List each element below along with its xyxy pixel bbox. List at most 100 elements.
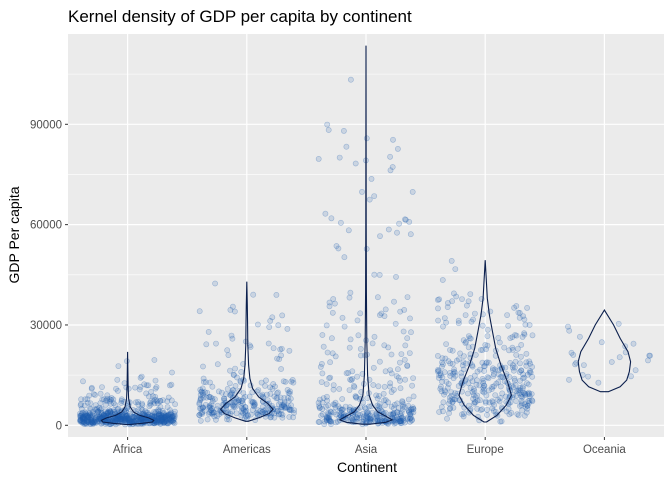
data-point bbox=[132, 417, 139, 424]
data-point bbox=[119, 412, 125, 419]
data-point bbox=[80, 413, 87, 420]
data-point bbox=[110, 396, 117, 403]
data-point bbox=[147, 401, 154, 408]
data-point bbox=[493, 411, 500, 418]
data-point bbox=[442, 355, 449, 362]
data-point bbox=[493, 380, 500, 387]
data-point bbox=[319, 332, 326, 338]
data-point bbox=[270, 345, 277, 352]
data-point bbox=[291, 407, 297, 413]
violin-europe bbox=[458, 260, 512, 423]
data-point bbox=[84, 412, 91, 419]
data-point bbox=[205, 411, 212, 417]
data-point bbox=[159, 416, 165, 422]
data-point bbox=[319, 399, 326, 406]
data-point bbox=[96, 404, 103, 411]
data-point bbox=[101, 411, 108, 418]
data-point bbox=[164, 412, 171, 419]
data-point bbox=[211, 413, 218, 420]
data-point bbox=[519, 407, 525, 414]
data-point bbox=[282, 378, 289, 385]
data-point bbox=[404, 414, 411, 421]
data-point bbox=[484, 411, 490, 418]
data-point bbox=[333, 243, 340, 249]
data-point bbox=[92, 417, 99, 424]
data-point bbox=[275, 389, 281, 396]
data-point bbox=[161, 419, 168, 425]
data-point bbox=[162, 412, 169, 419]
data-point bbox=[160, 419, 167, 426]
data-point bbox=[77, 410, 83, 417]
data-point bbox=[105, 410, 112, 416]
data-point bbox=[440, 408, 446, 415]
data-point bbox=[317, 363, 324, 370]
data-point bbox=[88, 414, 94, 420]
data-point bbox=[472, 394, 479, 400]
data-point bbox=[465, 402, 472, 409]
data-point bbox=[157, 420, 164, 427]
data-point bbox=[471, 387, 478, 394]
data-point bbox=[196, 401, 203, 407]
data-point bbox=[435, 305, 441, 312]
data-point bbox=[133, 417, 140, 424]
data-point bbox=[525, 391, 531, 398]
data-point bbox=[98, 410, 105, 416]
data-point bbox=[388, 351, 395, 358]
data-point bbox=[89, 417, 96, 424]
data-point bbox=[164, 404, 171, 410]
data-point bbox=[92, 420, 99, 426]
data-point bbox=[391, 414, 398, 421]
data-point bbox=[397, 418, 403, 424]
data-point bbox=[221, 401, 227, 408]
data-point bbox=[151, 412, 158, 419]
data-point bbox=[160, 415, 167, 422]
data-point bbox=[264, 397, 271, 403]
data-point bbox=[157, 414, 164, 421]
data-point bbox=[284, 386, 291, 393]
data-point bbox=[201, 389, 208, 396]
data-point bbox=[382, 409, 389, 416]
data-point bbox=[526, 322, 533, 328]
data-point bbox=[167, 418, 173, 425]
data-point bbox=[367, 416, 374, 423]
data-point bbox=[121, 413, 127, 420]
data-point bbox=[260, 398, 266, 405]
data-point bbox=[481, 389, 487, 396]
data-point bbox=[523, 359, 530, 366]
data-point bbox=[274, 355, 280, 362]
data-point bbox=[279, 411, 286, 418]
data-point bbox=[524, 371, 531, 378]
data-point bbox=[443, 378, 450, 385]
data-point bbox=[359, 410, 366, 417]
data-point bbox=[381, 397, 387, 404]
data-point bbox=[392, 320, 399, 327]
data-point bbox=[373, 392, 380, 399]
data-point bbox=[321, 418, 328, 425]
data-point bbox=[197, 386, 204, 393]
data-point bbox=[118, 416, 125, 422]
data-point bbox=[565, 323, 571, 330]
data-point bbox=[149, 393, 156, 400]
data-point bbox=[404, 416, 411, 423]
data-point bbox=[84, 412, 91, 419]
data-point bbox=[497, 383, 504, 390]
data-point bbox=[129, 413, 136, 420]
data-point bbox=[390, 410, 397, 417]
data-point bbox=[240, 407, 247, 413]
data-point bbox=[510, 367, 517, 374]
data-point bbox=[254, 321, 261, 328]
data-point bbox=[349, 368, 356, 375]
data-point bbox=[376, 271, 383, 278]
data-point bbox=[115, 416, 121, 423]
data-point bbox=[289, 376, 296, 383]
data-point bbox=[115, 415, 121, 422]
data-point bbox=[89, 410, 96, 417]
data-point bbox=[439, 277, 446, 283]
data-point bbox=[103, 410, 110, 416]
data-point bbox=[124, 415, 130, 422]
data-point bbox=[527, 360, 534, 367]
data-point bbox=[326, 303, 333, 310]
data-point bbox=[79, 415, 85, 422]
data-point bbox=[339, 314, 346, 321]
data-point bbox=[389, 164, 396, 170]
